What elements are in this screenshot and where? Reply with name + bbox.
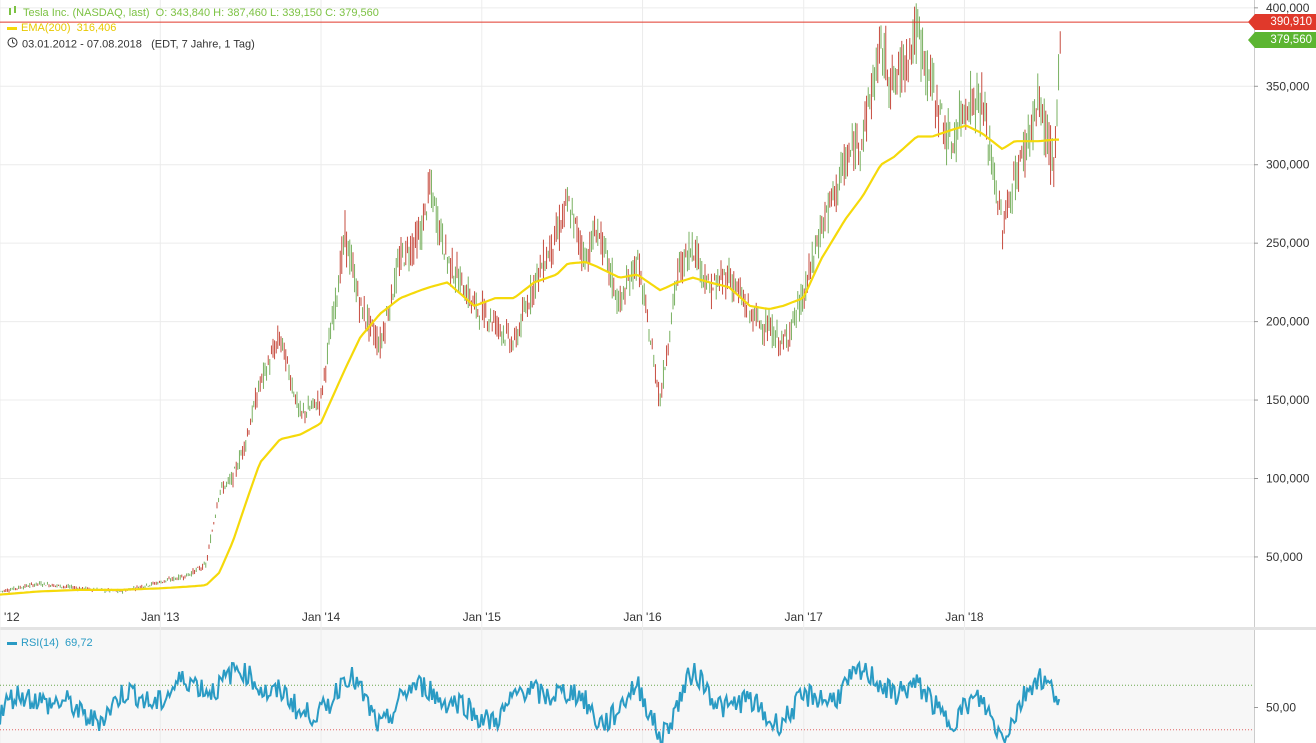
y-tick-label: 350,000: [1266, 79, 1310, 93]
y-axis-line: [1254, 0, 1255, 743]
ema-label: EMA(200): [21, 22, 71, 34]
date-range: 03.01.2012 - 07.08.2018: [22, 38, 142, 51]
rsi-legend: RSI(14) 69,72: [7, 636, 93, 650]
x-tick-label: Jan '16: [623, 610, 662, 624]
ema-swatch-icon: [7, 21, 17, 35]
high-price-tag: 390,910: [1248, 14, 1316, 31]
y-tick-label: 400,000: [1266, 1, 1310, 15]
timeframe: (EDT, 7 Jahre, 1 Tag): [151, 38, 255, 51]
x-tick-label: Jan '14: [302, 610, 341, 624]
y-tick-label: 250,000: [1266, 236, 1310, 250]
x-tick-label: Jan '17: [785, 610, 824, 624]
candlesticks: [0, 3, 1061, 594]
x-tick-label: Jan '18: [945, 610, 984, 624]
y-tick-label: 150,000: [1266, 393, 1310, 407]
legend-title-row: Tesla Inc. (NASDAQ, last) O: 343,840 H: …: [7, 5, 379, 21]
rsi-line: [0, 660, 1061, 743]
x-tick-label: Jan '15: [463, 610, 502, 624]
rsi-swatch-icon: [7, 636, 17, 650]
legend-ema-row: EMA(200) 316,406: [7, 21, 116, 35]
x-axis-ticks: '12 Jan '13 Jan '14 Jan '15 Jan '16 Jan '17 Ja…: [4, 610, 984, 624]
rsi-label: RSI(14): [21, 637, 59, 649]
x-tick-label: Jan '13: [141, 610, 180, 624]
ema-line: [0, 124, 1059, 596]
y-tick-label: 200,000: [1266, 315, 1310, 329]
rsi-panel: 50,00: [0, 660, 1296, 743]
y-tick-label: 300,000: [1266, 158, 1310, 172]
ohlc-values: O: 343,840 H: 387,460 L: 339,150 C: 379,…: [155, 6, 379, 19]
y-axis-ticks: 400,000 350,000 300,000 250,000 200,000 150,0…: [1254, 1, 1310, 564]
clock-icon: [7, 37, 18, 52]
instrument-title: Tesla Inc. (NASDAQ, last): [23, 6, 150, 19]
rsi-tick-label: 50,00: [1266, 701, 1296, 715]
rsi-background: [0, 630, 1254, 743]
panel-separator: [0, 627, 1316, 630]
x-tick-label: '12: [4, 610, 20, 624]
ema-value: 316,406: [76, 22, 117, 34]
legend-date-row: 03.01.2012 - 07.08.2018 (EDT, 7 Jahre, 1…: [7, 37, 255, 52]
rsi-value: 69,72: [65, 637, 93, 649]
close-price-tag: 379,560: [1248, 32, 1316, 49]
y-tick-label: 100,000: [1266, 471, 1310, 485]
y-tick-label: 50,000: [1266, 550, 1303, 564]
candlestick-icon: [7, 5, 19, 21]
